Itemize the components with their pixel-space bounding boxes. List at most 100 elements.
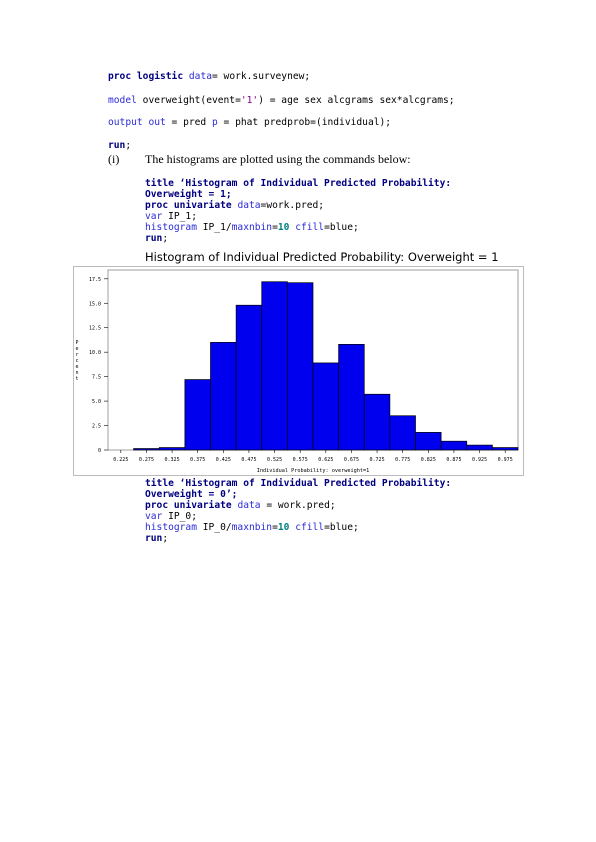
y-tick-label: 10.0 [89, 350, 101, 356]
keyword-var: var [145, 211, 163, 222]
code-text: = pred [165, 117, 212, 128]
x-tick-label: 0.975 [498, 457, 513, 463]
list-item-text: The histograms are plotted using the com… [145, 152, 411, 166]
code-line-run: run; [145, 233, 168, 244]
y-tick-label: 5.0 [92, 399, 101, 405]
histogram-bar [235, 304, 263, 451]
histogram-bar [158, 447, 186, 451]
histogram-bar [466, 444, 493, 451]
code-line-run: run; [145, 533, 168, 544]
x-tick-label: 0.625 [318, 457, 333, 463]
code-text: =work.pred; [260, 200, 325, 211]
x-tick-label: 0.475 [241, 457, 256, 463]
keyword-maxnbin: maxnbin [231, 222, 273, 233]
keyword-histogram: histogram [145, 222, 197, 233]
keyword-proc: proc [108, 71, 132, 82]
x-tick-label: 0.425 [216, 457, 231, 463]
keyword-data: data [237, 500, 261, 511]
code-string: '1' [240, 95, 259, 106]
keyword-univariate: univariate [173, 200, 232, 211]
keyword-run: run [108, 140, 126, 151]
keyword-histogram: histogram [145, 522, 197, 533]
code-text: ; [125, 140, 132, 151]
code-number: 10 [277, 522, 290, 533]
keyword-logistic: logistic [136, 71, 184, 82]
code-line-title-cont: Overweight = 0’; [145, 489, 238, 500]
x-tick-label: 0.875 [446, 457, 461, 463]
keyword-proc: proc [145, 200, 169, 211]
chart-frame [73, 266, 524, 476]
x-axis-label: Individual Probability: overweight=1 [257, 468, 369, 474]
code-text: IP_1/ [196, 222, 232, 233]
code-line-proc-univariate: proc univariate data = work.pred; [145, 500, 336, 511]
keyword-data: data [237, 200, 261, 211]
y-tick-label: 12.5 [89, 326, 101, 332]
chart-title: Histogram of Individual Predicted Probab… [145, 250, 499, 264]
keyword-proc: proc [145, 500, 169, 511]
code-text: overweight(event= [136, 95, 241, 106]
y-tick-label: 0 [98, 448, 101, 454]
x-tick-label: 0.825 [421, 457, 436, 463]
code-text: IP_0; [162, 511, 197, 522]
code-line-histogram: histogram IP_1/maxnbin=10 cfill=blue; [145, 222, 359, 233]
code-number: 10 [277, 222, 290, 233]
keyword-run: run [145, 233, 163, 244]
x-tick-label: 0.925 [472, 457, 487, 463]
keyword-data: data [188, 71, 212, 82]
histogram-bar [415, 432, 442, 451]
x-tick-label: 0.225 [113, 457, 128, 463]
keyword-model: model [108, 95, 137, 106]
keyword-output: output [108, 117, 143, 128]
histogram-bar [389, 415, 416, 451]
histogram-bar [184, 379, 211, 451]
code-text: IP_0/ [196, 522, 232, 533]
code-text: = [272, 222, 278, 233]
code-line-var: var IP_1; [145, 211, 197, 222]
histogram-bar [261, 281, 288, 451]
code-line-title-cont: Overweight = 1; [145, 189, 232, 200]
list-marker: (i) [108, 152, 120, 166]
x-tick-label: 0.275 [139, 457, 154, 463]
code-text: = [272, 522, 278, 533]
histogram-bar [287, 282, 314, 451]
y-tick-label: 17.5 [89, 277, 101, 283]
code-text: = work.surveynew; [212, 71, 311, 82]
y-tick-label: 2.5 [92, 424, 101, 430]
code-line-run: run; [108, 140, 131, 151]
histogram-bar [363, 393, 391, 451]
code-text: =blue; [324, 522, 359, 533]
x-tick-label: 0.725 [370, 457, 385, 463]
x-tick-label: 0.375 [190, 457, 205, 463]
keyword-maxnbin: maxnbin [231, 522, 273, 533]
keyword-p: p [211, 117, 218, 128]
keyword-cfill: cfill [295, 222, 325, 233]
code-line-proc-logistic: proc logistic data= work.surveynew; [108, 71, 310, 82]
x-tick-label: 0.775 [395, 457, 410, 463]
code-line-histogram: histogram IP_0/maxnbin=10 cfill=blue; [145, 522, 359, 533]
code-line-model: model overweight(event='1') = age sex al… [108, 95, 455, 106]
keyword-run: run [145, 533, 163, 544]
code-text: ; [162, 533, 169, 544]
y-tick-label: 7.5 [92, 375, 101, 381]
x-tick-label: 0.525 [267, 457, 282, 463]
keyword-out: out [148, 117, 166, 128]
histogram-bar [492, 447, 519, 451]
code-line-output: output out = pred p = phat predprob=(ind… [108, 117, 391, 128]
keyword-var: var [145, 511, 163, 522]
histogram-bar [440, 440, 468, 451]
code-text: IP_1; [162, 211, 197, 222]
x-tick-label: 0.325 [165, 457, 180, 463]
x-tick-label: 0.575 [293, 457, 308, 463]
y-tick-label: 15.0 [89, 301, 101, 307]
code-text: = work.pred; [260, 500, 336, 511]
code-line-proc-univariate: proc univariate data=work.pred; [145, 200, 324, 211]
code-line-var: var IP_0; [145, 511, 197, 522]
code-text: ) = age sex alcgrams sex*alcgrams; [258, 95, 455, 106]
code-line-title: title ‘Histogram of Individual Predicted… [145, 178, 452, 189]
histogram-bar [338, 343, 365, 451]
code-text: ; [162, 233, 169, 244]
histogram-bar [210, 342, 237, 451]
keyword-univariate: univariate [173, 500, 232, 511]
code-text: = phat predprob=(individual); [217, 117, 392, 128]
